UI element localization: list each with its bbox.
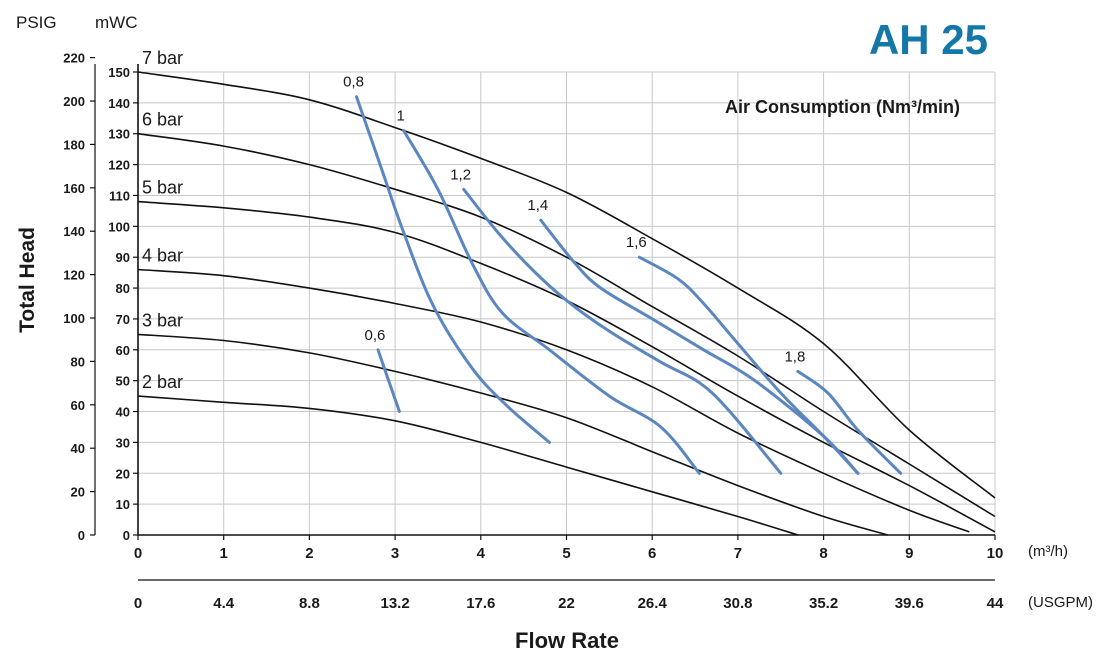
psig-tick-label: 220: [63, 51, 85, 66]
psig-tick-label: 80: [71, 354, 85, 369]
psig-tick-label: 0: [78, 528, 85, 543]
pressure-curve-label: 7 bar: [142, 48, 183, 68]
pressure-curve: [137, 395, 799, 536]
x-tick-label: 8: [819, 545, 827, 562]
usgpm-unit-label: (USGPM): [1028, 594, 1093, 611]
pressure-curve: [137, 71, 996, 499]
mwc-tick-label: 10: [116, 497, 130, 512]
usgpm-tick-label: 13.2: [380, 595, 409, 612]
air-consumption-curves: [355, 95, 903, 475]
air-consumption-curve: [402, 129, 701, 475]
pressure-curve-label: 4 bar: [142, 246, 183, 266]
model-title: AH 25: [869, 16, 988, 63]
air-consumption-curve: [376, 348, 401, 413]
psig-tick-label: 20: [71, 485, 85, 500]
mwc-tick-label: 60: [116, 343, 130, 358]
mwc-tick-label: 70: [116, 312, 130, 327]
air-consumption-curve: [637, 255, 860, 475]
air-consumption-curve: [796, 369, 903, 475]
usgpm-tick-label: 22: [558, 595, 575, 612]
mwc-tick-label: 90: [116, 250, 130, 265]
mwc-tick-label: 110: [109, 188, 130, 203]
axes: 0102030405060708090100110120130140150020…: [63, 51, 1004, 612]
usgpm-tick-label: 0: [134, 595, 142, 612]
psig-tick-label: 100: [63, 311, 85, 326]
mwc-tick-label: 0: [123, 528, 130, 543]
x-tick-label: 10: [987, 545, 1004, 562]
x-tick-label: 7: [734, 545, 742, 562]
curve-labels: 7 bar 6 bar 5 bar 4 bar 3 bar 2 bar 0,6 0,8 1 1,2…: [142, 48, 805, 392]
psig-tick-label: 60: [71, 398, 85, 413]
air-consumption-label: 1,8: [784, 348, 805, 365]
air-consumption-curve: [355, 95, 551, 444]
m3h-unit-label: (m³/h): [1028, 543, 1068, 560]
psig-tick-label: 140: [63, 224, 85, 239]
x-axis-label: Flow Rate: [515, 628, 619, 653]
psig-tick-label: 200: [63, 94, 85, 109]
psig-unit-label: PSIG: [16, 13, 57, 32]
pressure-curve: [137, 333, 889, 536]
air-consumption-label: Air Consumption (Nm³/min): [725, 97, 960, 117]
usgpm-tick-label: 8.8: [299, 595, 320, 612]
usgpm-tick-label: 39.6: [895, 595, 924, 612]
pressure-curve-label: 6 bar: [142, 110, 183, 130]
psig-tick-label: 160: [63, 181, 85, 196]
air-consumption-label: 1,6: [626, 234, 647, 251]
y-axis-label: Total Head: [16, 227, 39, 333]
pressure-curve-label: 3 bar: [142, 310, 183, 330]
air-consumption-label: 0,8: [343, 74, 364, 91]
mwc-tick-label: 50: [116, 374, 130, 389]
mwc-tick-label: 80: [116, 281, 130, 296]
mwc-tick-label: 140: [108, 96, 130, 111]
psig-tick-label: 40: [71, 441, 85, 456]
x-tick-label: 0: [134, 545, 142, 562]
grid: [138, 71, 996, 535]
air-consumption-label: 0,6: [365, 327, 386, 344]
psig-tick-label: 180: [63, 137, 85, 152]
mwc-tick-label: 30: [116, 435, 130, 450]
usgpm-tick-label: 4.4: [213, 595, 235, 612]
x-tick-label: 2: [305, 545, 313, 562]
mwc-tick-label: 40: [116, 405, 130, 420]
x-tick-label: 5: [562, 545, 570, 562]
mwc-tick-label: 20: [116, 466, 130, 481]
x-tick-label: 4: [477, 545, 486, 562]
air-consumption-label: 1,4: [527, 197, 548, 214]
x-tick-label: 1: [220, 545, 228, 562]
x-tick-label: 9: [905, 545, 913, 562]
usgpm-tick-label: 17.6: [466, 595, 495, 612]
psig-tick-label: 120: [63, 268, 85, 283]
air-consumption-label: 1,2: [450, 166, 471, 183]
mwc-tick-label: 130: [108, 127, 130, 142]
mwc-tick-label: 150: [108, 65, 130, 80]
pressure-curve-label: 5 bar: [142, 178, 183, 198]
usgpm-tick-label: 44: [987, 595, 1004, 612]
usgpm-tick-label: 26.4: [638, 595, 668, 612]
x-tick-label: 6: [648, 545, 656, 562]
usgpm-tick-label: 35.2: [809, 595, 838, 612]
pressure-curve: [137, 268, 970, 533]
x-tick-label: 3: [391, 545, 399, 562]
pressure-curve-label: 2 bar: [142, 372, 183, 392]
air-consumption-label: 1: [396, 108, 404, 125]
mwc-unit-label: mWC: [95, 13, 137, 32]
air-consumption-curve: [462, 187, 783, 475]
mwc-tick-label: 120: [108, 158, 130, 173]
usgpm-tick-label: 30.8: [723, 595, 752, 612]
mwc-tick-label: 100: [108, 219, 130, 234]
